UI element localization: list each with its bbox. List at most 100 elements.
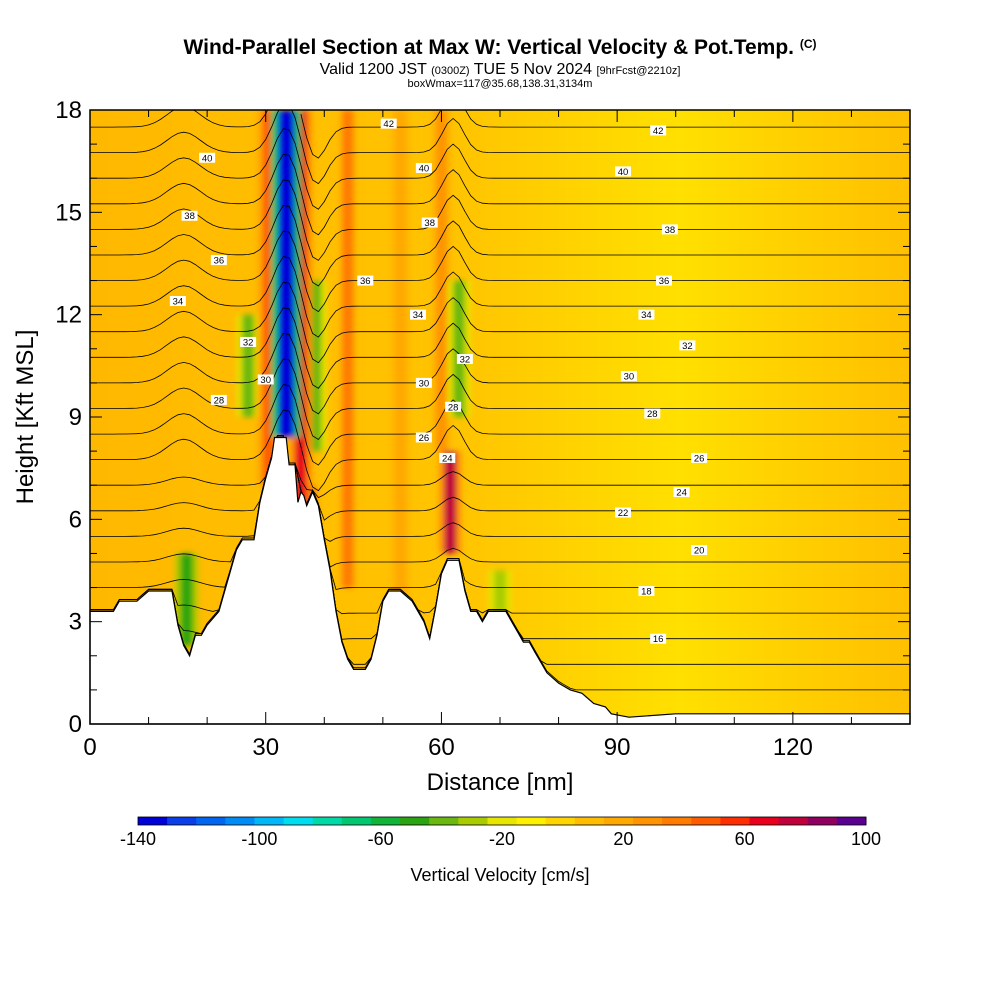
theta-label-bg xyxy=(615,507,631,518)
theta-label-18: 30 xyxy=(419,378,430,389)
y-tick-label-0: 0 xyxy=(69,711,82,738)
colorbar-swatch-22 xyxy=(778,817,809,825)
y-tick-label-9: 9 xyxy=(69,404,82,431)
theta-label-25: 24 xyxy=(442,453,453,464)
chart-title: Wind-Parallel Section at Max W: Vertical… xyxy=(0,36,1000,60)
theta-label-bg xyxy=(644,408,661,419)
theta-label-2: 40 xyxy=(202,153,213,164)
theta-label-5: 38 xyxy=(184,211,195,222)
theta-label-bg xyxy=(415,162,432,173)
colorbar-swatch-4 xyxy=(254,817,285,825)
isentrope-line xyxy=(90,128,910,210)
theta-label-1: 42 xyxy=(653,126,664,137)
y-tick-label-3: 3 xyxy=(69,609,82,636)
y-tick-label-12: 12 xyxy=(55,302,82,329)
theta-label-bg xyxy=(650,125,667,136)
colorbar-swatch-6 xyxy=(312,817,343,825)
colorbar-swatch-11 xyxy=(458,817,488,825)
theta-label-bg xyxy=(415,432,432,443)
theta-label-6: 38 xyxy=(424,218,435,229)
colorbar-tick-label-2: -60 xyxy=(368,829,394,849)
colorbar-tick-label-1: -100 xyxy=(241,829,277,849)
theta-label-27: 22 xyxy=(618,508,629,519)
x-tick-label-30: 30 xyxy=(252,734,279,761)
terrain xyxy=(89,436,911,725)
y-tick-label-15: 15 xyxy=(55,199,82,226)
colorbar: -140 -100 -60 -20 20 60 100 xyxy=(120,816,881,849)
theta-label-bg xyxy=(181,210,198,221)
colorbar-swatch-24 xyxy=(836,817,867,825)
theta-label-bg xyxy=(656,275,672,286)
theta-label-bg xyxy=(199,152,216,163)
theta-label-9: 36 xyxy=(360,276,371,287)
theta-label-bg xyxy=(380,118,397,129)
theta-label-bg xyxy=(638,585,655,596)
colorbar-tick-label-0: -140 xyxy=(120,829,156,849)
theta-label-20: 28 xyxy=(214,395,225,406)
isentrope-line xyxy=(90,230,910,313)
theta-label-23: 26 xyxy=(419,433,430,444)
colorbar-tick-label-3: -20 xyxy=(489,829,515,849)
theta-label-bg xyxy=(240,336,257,347)
isentrope-line xyxy=(90,384,910,466)
theta-label-30: 16 xyxy=(653,634,664,645)
colorbar-swatch-1 xyxy=(167,817,197,825)
updraft-core-4 xyxy=(341,110,354,588)
theta-label-bg xyxy=(615,166,631,177)
theta-label-26: 24 xyxy=(676,488,687,499)
theta-label-14: 32 xyxy=(243,337,254,348)
valid-time: Valid 1200 JST xyxy=(319,61,427,78)
theta-label-7: 38 xyxy=(665,225,676,236)
theta-label-8: 36 xyxy=(214,256,225,267)
theta-label-bg xyxy=(410,309,426,320)
colorbar-swatch-0 xyxy=(138,817,168,825)
colorbar-swatch-10 xyxy=(429,817,459,825)
isentrope-line xyxy=(90,435,910,568)
isentrope-line xyxy=(90,358,910,441)
forecast-info: [9hrFcst@2210z] xyxy=(596,65,681,77)
isentrope-line xyxy=(90,179,910,261)
theta-label-bg xyxy=(638,309,655,320)
box-info: boxWmax=117@35.68,138.31,3134m xyxy=(407,78,593,90)
isentrope-line xyxy=(90,435,910,590)
colorbar-swatch-18 xyxy=(662,817,692,825)
downdraft-core-3 xyxy=(453,280,465,417)
y-axis-label: Height [Kft MSL] xyxy=(12,330,39,505)
colorbar-swatch-13 xyxy=(516,817,547,825)
colorbar-tick-label-5: 60 xyxy=(735,829,755,849)
theta-label-bg xyxy=(257,374,274,385)
isentrope-line xyxy=(90,435,910,542)
updraft-core-11 xyxy=(444,451,457,554)
theta-label-bg xyxy=(673,487,690,498)
theta-label-bg xyxy=(456,354,473,365)
theta-label-bg xyxy=(415,377,432,388)
theta-label-15: 32 xyxy=(460,355,471,366)
colorbar-swatch-2 xyxy=(196,817,226,825)
colorbar-tick-label-4: 20 xyxy=(613,829,633,849)
y-tick-label-6: 6 xyxy=(69,506,82,533)
theta-label-13: 34 xyxy=(641,310,652,321)
downdraft-core-7 xyxy=(180,553,193,646)
theta-label-bg xyxy=(421,217,438,228)
colorbar-tick-label-6: 100 xyxy=(851,829,881,849)
theta-label-19: 30 xyxy=(624,372,635,383)
colorbar-swatch-14 xyxy=(545,817,576,825)
colorbar-swatch-7 xyxy=(341,817,372,825)
colorbar-swatch-12 xyxy=(487,817,518,825)
colorbar-swatch-16 xyxy=(603,817,634,825)
theta-label-bg xyxy=(210,394,227,405)
colorbar-swatch-21 xyxy=(749,817,780,825)
updraft-core-0 xyxy=(394,110,407,670)
colorbar-swatch-23 xyxy=(807,817,838,825)
isentrope-line xyxy=(90,205,910,287)
x-tick-label-120: 120 xyxy=(773,734,813,761)
title-copyright-mark: (C) xyxy=(799,37,817,51)
title-main: Wind-Parallel Section at Max W: Vertical… xyxy=(183,36,794,59)
isentrope-line xyxy=(90,435,910,521)
y-tick-label-18: 18 xyxy=(55,97,82,124)
theta-label-0: 42 xyxy=(383,119,394,130)
colorbar-swatch-15 xyxy=(574,817,605,825)
colorbar-frame xyxy=(137,816,867,826)
theta-label-21: 28 xyxy=(448,402,459,413)
